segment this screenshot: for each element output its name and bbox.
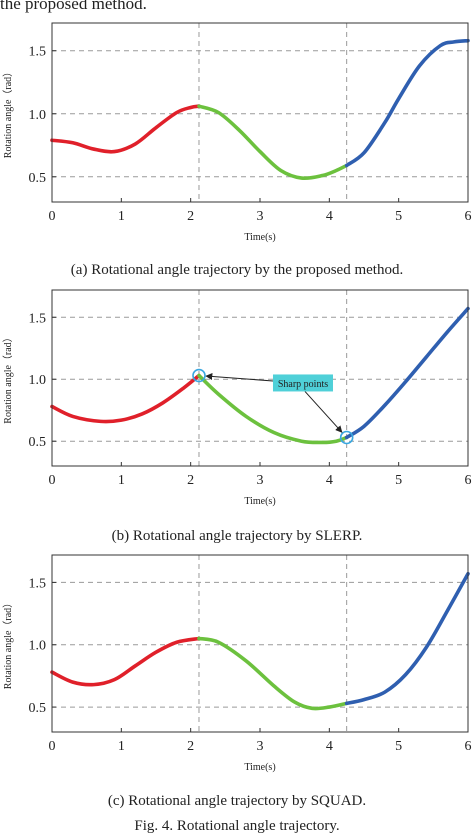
x-tick-label-b-6: 6 [465, 473, 472, 488]
x-tick-label-a-0: 0 [49, 209, 56, 224]
x-tick-label-c-6: 6 [465, 739, 472, 754]
x-tick-label-b-3: 3 [257, 473, 264, 488]
panel-b: 0 1 2 3 4 5 6 0.5 1.0 1.5 Time(s) Rotation angle（ra… [2, 289, 472, 507]
y-axis-label-b: Rotation angle（rad） [2, 332, 14, 423]
x-tick-label-a-2: 2 [187, 209, 194, 224]
y-axis-label-c: Rotation angle（rad） [2, 598, 14, 689]
x-tick-label-b-2: 2 [187, 473, 194, 488]
x-tick-label-c-1: 1 [118, 739, 125, 754]
panel-a: 0 1 2 3 4 5 6 0.5 1.0 1.5 Time(s) Rotation angle（ra… [2, 22, 472, 243]
x-tick-label-c-0: 0 [49, 739, 56, 754]
series-line-c-2 [197, 636, 349, 711]
caption-c: (c) Rotational angle trajectory by SQUAD… [107, 793, 367, 809]
panel-c: 0 1 2 3 4 5 6 0.5 1.0 1.5 Time(s) Rotation angle（ra… [2, 554, 472, 773]
series-line-c-1 [50, 636, 201, 687]
plot-frame-a [51, 22, 469, 203]
y-tick-label-a-1: 1.0 [29, 108, 47, 123]
x-tick-label-b-4: 4 [326, 473, 333, 488]
x-tick-label-c-4: 4 [326, 739, 333, 754]
y-tick-label-b-0: 0.5 [29, 435, 47, 450]
x-tick-label-c-2: 2 [187, 739, 194, 754]
series-line-a-2 [197, 104, 349, 181]
y-tick-label-c-0: 0.5 [29, 701, 47, 716]
y-axis-label-a: Rotation angle（rad） [2, 67, 14, 158]
x-axis-label-a: Time(s) [244, 232, 275, 243]
annotation-box [272, 374, 333, 392]
y-tick-label-c-1: 1.0 [29, 639, 47, 654]
x-tick-label-b-0: 0 [49, 473, 56, 488]
annotation-arrow-1 [205, 373, 274, 382]
y-tick-label-c-2: 1.5 [29, 576, 47, 591]
series-line-a-1 [50, 104, 201, 154]
x-tick-label-a-4: 4 [326, 209, 333, 224]
series-line-a-3 [344, 38, 470, 168]
caption-b: (b) Rotational angle trajectory by SLERP… [111, 528, 363, 544]
plot-frame-c [51, 554, 469, 733]
series-line-c-3 [344, 571, 470, 706]
sharp-point-marker-2 [339, 430, 354, 445]
y-tick-label-a-0: 0.5 [29, 171, 47, 186]
y-tick-label-b-1: 1.0 [29, 373, 47, 388]
x-tick-label-a-3: 3 [257, 209, 264, 224]
series-line-b-3 [344, 306, 470, 440]
x-tick-label-b-1: 1 [118, 473, 125, 488]
series-line-b-1 [50, 373, 201, 424]
sharp-point-marker-1 [192, 368, 206, 383]
annotation-text: Sharp points [278, 379, 328, 390]
x-tick-label-c-5: 5 [395, 739, 402, 754]
x-tick-label-c-3: 3 [257, 739, 264, 754]
x-tick-label-a-1: 1 [118, 209, 125, 224]
y-tick-label-b-2: 1.5 [29, 311, 47, 326]
figure-caption: Fig. 4. Rotational angle trajectory. [134, 818, 340, 834]
annotation-arrow-2 [304, 391, 343, 433]
x-axis-label-c: Time(s) [244, 762, 275, 773]
series-line-b-2 [197, 373, 349, 445]
x-axis-label-b: Time(s) [244, 496, 275, 507]
y-tick-label-a-2: 1.5 [29, 45, 47, 60]
plot-frame-b [51, 289, 469, 467]
caption-a: (a) Rotational angle trajectory by the p… [70, 262, 404, 278]
x-tick-label-b-5: 5 [395, 473, 402, 488]
x-tick-label-a-5: 5 [395, 209, 402, 224]
x-tick-label-a-6: 6 [465, 209, 472, 224]
header-fragment: the proposed method. [0, 0, 147, 13]
